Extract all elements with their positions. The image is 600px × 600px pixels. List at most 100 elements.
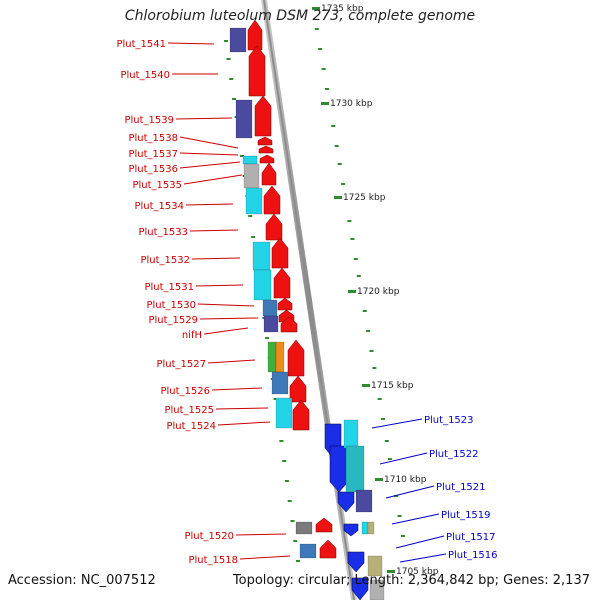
- ruler-dot: [354, 258, 358, 260]
- forward-gene-arrow: [274, 268, 290, 298]
- gene-category-box: [268, 342, 276, 372]
- kbp-tick: [348, 290, 356, 293]
- gene-label-plut_1520: Plut_1520: [184, 531, 234, 542]
- kbp-tick-label: 1715 kbp: [371, 381, 414, 391]
- gene-label-plut_1521: Plut_1521: [436, 482, 486, 493]
- gene-leader-line: [186, 204, 233, 205]
- gene-leader-line: [192, 258, 240, 259]
- kbp-tick: [375, 478, 383, 481]
- forward-gene-arrow: [293, 400, 309, 430]
- gene-category-box: [300, 544, 316, 558]
- gene-category-box: [346, 446, 364, 492]
- gene-label-plut_1541: Plut_1541: [116, 39, 166, 50]
- ruler-dot: [315, 28, 319, 30]
- gene-leader-line: [212, 388, 262, 390]
- reverse-gene-arrow: [330, 446, 348, 492]
- gene-label-plut_1517: Plut_1517: [446, 532, 496, 543]
- ruler-dot: [325, 88, 329, 90]
- forward-gene-arrow: [248, 20, 262, 50]
- ruler-dot: [381, 418, 385, 420]
- forward-gene-arrow: [288, 340, 304, 376]
- kbp-tick-label: 1720 kbp: [357, 287, 400, 297]
- forward-gene-arrow: [249, 46, 265, 96]
- kbp-tick: [321, 102, 329, 105]
- gene-label-plut_1527: Plut_1527: [156, 359, 206, 370]
- backbone-line: [264, 0, 354, 600]
- kbp-tick-label: 1725 kbp: [343, 193, 386, 203]
- ruler-dot: [285, 480, 289, 482]
- gene-label-plut_1530: Plut_1530: [146, 300, 196, 311]
- forward-gene-arrow: [320, 540, 336, 558]
- kbp-tick-label: 1730 kbp: [330, 99, 373, 109]
- topology-text: Topology: circular; Length: 2,364,842 bp…: [233, 573, 590, 588]
- forward-gene-arrow: [260, 155, 274, 163]
- gene-label-plut_1532: Plut_1532: [140, 255, 190, 266]
- gene-category-box: [362, 522, 368, 534]
- forward-gene-arrow: [259, 146, 273, 153]
- gene-category-box: [236, 100, 252, 138]
- gene-label-plut_1539: Plut_1539: [124, 115, 174, 126]
- gene-leader-line: [208, 360, 255, 363]
- forward-gene-arrow: [278, 298, 292, 310]
- gene-label-plut_1522: Plut_1522: [429, 449, 479, 460]
- gene-leader-line: [184, 175, 242, 184]
- ruler-dot: [338, 163, 342, 165]
- gene-label-plut_1529: Plut_1529: [148, 315, 198, 326]
- gene-leader-line: [396, 536, 444, 548]
- gene-category-box: [272, 372, 288, 394]
- gene-label-plut_1535: Plut_1535: [132, 180, 182, 191]
- gene-label-plut_1533: Plut_1533: [138, 227, 188, 238]
- gene-label-plut_1540: Plut_1540: [120, 70, 170, 81]
- gene-category-box: [356, 490, 372, 512]
- ruler-dot: [226, 58, 230, 60]
- ruler-dot: [385, 440, 389, 442]
- gene-category-box: [344, 420, 358, 448]
- gene-leader-line: [190, 230, 238, 231]
- gene-category-box: [368, 522, 374, 534]
- forward-gene-arrow: [272, 238, 288, 268]
- gene-category-box: [276, 342, 284, 372]
- gene-category-box: [296, 522, 312, 534]
- ruler-dot: [282, 460, 286, 462]
- ruler-dot: [341, 183, 345, 185]
- gene-category-box: [244, 164, 259, 188]
- gene-leader-line: [372, 419, 422, 428]
- gene-category-box: [263, 300, 277, 316]
- forward-gene-arrow: [262, 163, 276, 185]
- ruler-dot: [288, 500, 292, 502]
- ruler-dot: [322, 68, 326, 70]
- gene-leader-line: [380, 453, 427, 464]
- gene-leader-line: [204, 328, 248, 334]
- gene-leader-line: [200, 318, 258, 319]
- forward-gene-arrow: [255, 96, 271, 136]
- gene-label-plut_1516: Plut_1516: [448, 550, 498, 561]
- gene-label-plut_1518: Plut_1518: [188, 555, 238, 566]
- ruler-dot: [318, 48, 322, 50]
- gene-category-box: [264, 316, 278, 332]
- gene-leader-line: [236, 534, 286, 535]
- gene-category-box: [230, 28, 246, 52]
- ruler-dot: [370, 350, 374, 352]
- gene-label-plut_1538: Plut_1538: [128, 133, 178, 144]
- ruler-dot: [296, 560, 300, 562]
- ruler-dot: [363, 310, 367, 312]
- gene-leader-line: [216, 408, 268, 409]
- gene-leader-line: [218, 422, 270, 425]
- kbp-tick-label: 1710 kbp: [384, 475, 427, 485]
- ruler-dot: [372, 367, 376, 369]
- ruler-dot: [398, 515, 402, 517]
- ruler-dot: [350, 238, 354, 240]
- map-title: Chlorobium luteolum DSM 273, complete ge…: [0, 8, 600, 24]
- ruler-dot: [357, 275, 361, 277]
- gene-category-box: [243, 156, 257, 164]
- ruler-dot: [290, 520, 294, 522]
- gene-label-plut_1525: Plut_1525: [164, 405, 214, 416]
- gene-label-nifh: nifH: [182, 330, 202, 341]
- ruler-dot: [279, 440, 283, 442]
- ruler-dot: [378, 398, 382, 400]
- ruler-dot: [331, 125, 335, 127]
- gene-label-plut_1531: Plut_1531: [144, 282, 194, 293]
- ruler-dot: [388, 458, 392, 460]
- gene-category-box: [246, 188, 262, 214]
- ruler-dot: [232, 98, 236, 100]
